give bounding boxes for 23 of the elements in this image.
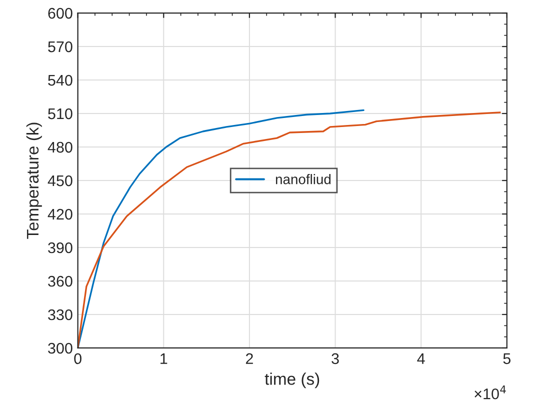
text: ×10$^{4}$ xyxy=(474,386,506,400)
y-tick-label: 420 xyxy=(48,208,72,220)
legend-label: nanofliud xyxy=(276,174,331,184)
y-tick-label: 300 xyxy=(48,342,72,354)
y-tick-label: 540 xyxy=(48,74,72,86)
x-tick-label: 0 xyxy=(74,353,82,364)
y-tick-label: 330 xyxy=(48,309,72,320)
x-axis-title: time (s) xyxy=(264,372,320,388)
y-tick-label: 390 xyxy=(48,242,72,254)
x-tick-label: 1 xyxy=(160,353,168,364)
line-series xyxy=(78,109,364,348)
x-tick-label: 3 xyxy=(332,353,339,364)
y-axis-title: Temperature (k) xyxy=(26,122,42,239)
y-tick-label: 600 xyxy=(48,8,72,19)
y-tick-label: 510 xyxy=(48,108,72,120)
x-tick-label: 5 xyxy=(503,353,511,364)
y-tick-label: 360 xyxy=(48,276,72,287)
y-tick-label: 450 xyxy=(48,175,72,186)
y-tick-label: 480 xyxy=(48,142,72,153)
y-tick-label: 570 xyxy=(48,41,72,52)
x-tick-label: 2 xyxy=(246,353,253,364)
line-series xyxy=(78,112,501,348)
x-tick-label: 4 xyxy=(417,353,425,364)
